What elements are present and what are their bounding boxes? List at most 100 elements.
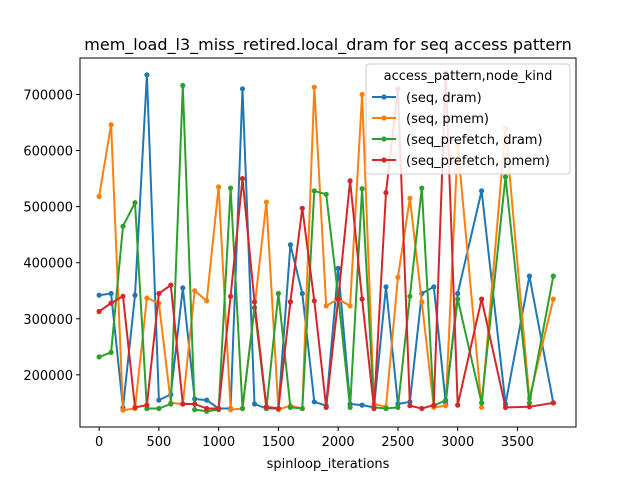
data-point-2-29: [443, 397, 449, 403]
x-tick-label-0: 0: [95, 435, 103, 450]
x-tick-label-1: 500: [146, 435, 171, 450]
data-point-0-9: [204, 397, 210, 403]
data-point-3-2: [120, 293, 126, 299]
data-point-3-6: [168, 282, 174, 288]
data-point-2-22: [359, 186, 365, 192]
plot-frame: [79, 57, 577, 428]
data-point-2-30: [455, 296, 461, 302]
data-point-3-8: [192, 401, 198, 407]
legend-label-0: (seq, dram): [406, 91, 482, 106]
data-point-0-28: [431, 284, 437, 290]
data-point-0-13: [251, 401, 258, 407]
data-point-2-0: [96, 354, 102, 360]
data-point-3-5: [156, 290, 162, 297]
data-point-0-31: [479, 188, 485, 194]
x-tick-label-4: 2000: [322, 435, 355, 450]
data-point-1-29: [443, 403, 449, 409]
data-point-3-1: [108, 300, 114, 306]
data-point-1-18: [311, 84, 317, 90]
legend: access_pattern,node_kind (seq, dram) (seq,…: [365, 63, 571, 175]
y-tick-label-5: 700000: [23, 88, 73, 103]
data-point-3-33: [526, 404, 533, 410]
data-point-1-2: [120, 407, 126, 413]
data-point-2-2: [120, 223, 126, 229]
data-point-3-7: [180, 401, 186, 407]
y-tick-label-4: 600000: [23, 145, 73, 160]
data-point-2-11: [228, 185, 234, 191]
data-point-2-18: [311, 188, 317, 194]
data-point-3-17: [299, 205, 305, 211]
data-point-3-3: [132, 404, 138, 410]
x-axis-label: spinloop_iterations: [267, 457, 390, 472]
data-point-1-0: [96, 193, 102, 200]
data-point-1-10: [216, 184, 222, 190]
data-point-2-26: [407, 293, 413, 299]
data-point-2-21: [347, 404, 353, 410]
data-point-3-34: [550, 400, 556, 406]
data-point-3-10: [216, 405, 222, 412]
data-point-2-8: [192, 407, 198, 413]
data-point-2-12: [239, 405, 246, 412]
data-point-3-24: [383, 190, 389, 196]
y-tick-label-0: 200000: [23, 369, 73, 384]
data-point-1-25: [395, 274, 401, 280]
data-point-3-31: [479, 296, 485, 302]
data-point-2-25: [395, 404, 401, 410]
data-point-0-18: [311, 399, 317, 405]
data-point-0-7: [180, 285, 186, 291]
data-point-2-34: [550, 273, 556, 279]
legend-title: access_pattern,node_kind: [384, 69, 553, 84]
data-point-1-4: [144, 295, 150, 301]
data-point-0-17: [299, 290, 305, 297]
data-point-3-32: [502, 404, 509, 410]
data-point-3-30: [455, 402, 461, 408]
data-point-1-14: [263, 199, 269, 205]
data-point-3-12: [239, 176, 246, 182]
data-point-2-6: [168, 401, 174, 407]
x-tick-label-7: 3500: [501, 435, 534, 450]
legend-box: [365, 63, 571, 175]
data-point-0-1: [108, 290, 114, 297]
x-tick-label-2: 1000: [202, 435, 235, 450]
data-point-0-33: [526, 273, 533, 279]
data-point-3-16: [287, 299, 293, 305]
data-point-3-4: [144, 402, 150, 408]
data-point-3-26: [407, 403, 413, 409]
data-point-1-34: [550, 296, 556, 302]
data-point-2-1: [108, 349, 114, 355]
data-point-2-5: [156, 405, 162, 412]
data-point-2-33: [526, 400, 533, 406]
legend-label-3: (seq_prefetch, pmem): [406, 154, 550, 169]
y-tick-label-1: 300000: [23, 313, 73, 328]
data-point-0-4: [144, 72, 150, 78]
x-tick-label-5: 2500: [381, 435, 414, 450]
data-point-3-9: [204, 405, 210, 412]
legend-label-1: (seq, pmem): [406, 112, 489, 127]
data-point-2-19: [323, 191, 329, 197]
data-point-3-18: [311, 298, 317, 304]
legend-marker-0: [381, 94, 387, 100]
data-point-2-3: [132, 200, 138, 206]
data-point-2-31: [479, 400, 485, 406]
data-point-3-0: [96, 308, 102, 315]
data-point-3-14: [263, 404, 269, 410]
data-point-0-20: [335, 265, 341, 271]
data-point-2-16: [287, 404, 293, 410]
series-0: [96, 72, 556, 412]
data-point-2-17: [299, 405, 305, 412]
x-tick-label-3: 1500: [262, 435, 295, 450]
legend-label-2: (seq_prefetch, dram): [406, 133, 543, 148]
data-point-3-27: [419, 405, 425, 412]
data-point-3-23: [371, 405, 377, 412]
data-point-3-19: [323, 404, 329, 410]
data-point-0-24: [383, 284, 389, 290]
data-point-1-1: [108, 122, 114, 128]
data-point-3-28: [431, 402, 437, 408]
data-point-3-11: [228, 293, 234, 299]
data-point-2-15: [275, 290, 281, 297]
legend-marker-2: [381, 136, 387, 142]
data-point-1-11: [228, 407, 234, 413]
y-axis: 200000 300000 400000 500000 600000 700000: [23, 88, 80, 384]
data-point-0-3: [132, 292, 138, 298]
